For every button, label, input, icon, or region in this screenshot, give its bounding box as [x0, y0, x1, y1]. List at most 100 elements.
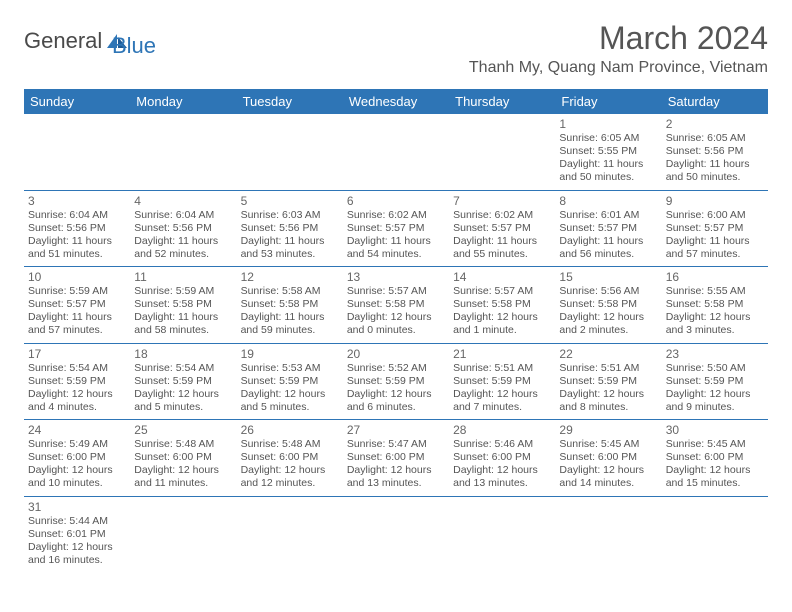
daylight-text: and 8 minutes.: [559, 401, 657, 414]
sunrise-text: Sunrise: 5:50 AM: [666, 362, 764, 375]
sunrise-text: Sunrise: 6:00 AM: [666, 209, 764, 222]
daylight-text: and 1 minute.: [453, 324, 551, 337]
sunset-text: Sunset: 5:59 PM: [347, 375, 445, 388]
calendar-day-cell: 19Sunrise: 5:53 AMSunset: 5:59 PMDayligh…: [237, 343, 343, 420]
calendar-day-cell: [449, 114, 555, 190]
sunrise-text: Sunrise: 6:05 AM: [666, 132, 764, 145]
day-header: Wednesday: [343, 89, 449, 114]
daylight-text: and 50 minutes.: [666, 171, 764, 184]
daylight-text: and 5 minutes.: [134, 401, 232, 414]
sunset-text: Sunset: 5:58 PM: [134, 298, 232, 311]
daylight-text: and 51 minutes.: [28, 248, 126, 261]
day-header: Friday: [555, 89, 661, 114]
calendar-day-cell: 5Sunrise: 6:03 AMSunset: 5:56 PMDaylight…: [237, 190, 343, 267]
calendar-week-row: 10Sunrise: 5:59 AMSunset: 5:57 PMDayligh…: [24, 267, 768, 344]
calendar-week-row: 17Sunrise: 5:54 AMSunset: 5:59 PMDayligh…: [24, 343, 768, 420]
calendar-day-cell: 28Sunrise: 5:46 AMSunset: 6:00 PMDayligh…: [449, 420, 555, 497]
sunrise-text: Sunrise: 5:56 AM: [559, 285, 657, 298]
calendar-day-cell: 25Sunrise: 5:48 AMSunset: 6:00 PMDayligh…: [130, 420, 236, 497]
calendar-day-cell: [343, 496, 449, 572]
calendar-day-cell: [343, 114, 449, 190]
sunset-text: Sunset: 5:58 PM: [347, 298, 445, 311]
sunrise-text: Sunrise: 5:57 AM: [347, 285, 445, 298]
calendar-day-cell: 4Sunrise: 6:04 AMSunset: 5:56 PMDaylight…: [130, 190, 236, 267]
daylight-text: Daylight: 11 hours: [453, 235, 551, 248]
logo-text-general: General: [24, 28, 102, 54]
sunrise-text: Sunrise: 5:57 AM: [453, 285, 551, 298]
daylight-text: Daylight: 12 hours: [666, 311, 764, 324]
calendar-day-cell: [237, 114, 343, 190]
day-number: 23: [666, 347, 764, 361]
calendar-day-cell: 12Sunrise: 5:58 AMSunset: 5:58 PMDayligh…: [237, 267, 343, 344]
sunset-text: Sunset: 5:57 PM: [559, 222, 657, 235]
daylight-text: Daylight: 11 hours: [28, 311, 126, 324]
day-number: 28: [453, 423, 551, 437]
calendar-week-row: 31Sunrise: 5:44 AMSunset: 6:01 PMDayligh…: [24, 496, 768, 572]
sunset-text: Sunset: 5:59 PM: [134, 375, 232, 388]
daylight-text: Daylight: 12 hours: [347, 388, 445, 401]
calendar-day-cell: [130, 496, 236, 572]
day-number: 17: [28, 347, 126, 361]
daylight-text: Daylight: 12 hours: [347, 311, 445, 324]
day-number: 13: [347, 270, 445, 284]
sunrise-text: Sunrise: 5:59 AM: [28, 285, 126, 298]
daylight-text: and 13 minutes.: [453, 477, 551, 490]
calendar-day-cell: [24, 114, 130, 190]
day-number: 11: [134, 270, 232, 284]
sunrise-text: Sunrise: 5:46 AM: [453, 438, 551, 451]
daylight-text: and 16 minutes.: [28, 554, 126, 567]
daylight-text: and 0 minutes.: [347, 324, 445, 337]
daylight-text: Daylight: 12 hours: [453, 388, 551, 401]
daylight-text: Daylight: 12 hours: [453, 311, 551, 324]
calendar-week-row: 24Sunrise: 5:49 AMSunset: 6:00 PMDayligh…: [24, 420, 768, 497]
sunset-text: Sunset: 5:58 PM: [666, 298, 764, 311]
sunset-text: Sunset: 6:00 PM: [559, 451, 657, 464]
daylight-text: and 14 minutes.: [559, 477, 657, 490]
day-number: 9: [666, 194, 764, 208]
day-header: Sunday: [24, 89, 130, 114]
day-header: Thursday: [449, 89, 555, 114]
calendar-day-cell: 10Sunrise: 5:59 AMSunset: 5:57 PMDayligh…: [24, 267, 130, 344]
calendar-day-cell: 13Sunrise: 5:57 AMSunset: 5:58 PMDayligh…: [343, 267, 449, 344]
calendar-day-cell: 17Sunrise: 5:54 AMSunset: 5:59 PMDayligh…: [24, 343, 130, 420]
daylight-text: Daylight: 11 hours: [666, 235, 764, 248]
daylight-text: and 4 minutes.: [28, 401, 126, 414]
sunrise-text: Sunrise: 6:05 AM: [559, 132, 657, 145]
sunrise-text: Sunrise: 5:54 AM: [134, 362, 232, 375]
sunrise-text: Sunrise: 5:58 AM: [241, 285, 339, 298]
sunrise-text: Sunrise: 5:55 AM: [666, 285, 764, 298]
daylight-text: and 58 minutes.: [134, 324, 232, 337]
day-number: 19: [241, 347, 339, 361]
daylight-text: and 53 minutes.: [241, 248, 339, 261]
day-number: 16: [666, 270, 764, 284]
calendar-day-cell: [662, 496, 768, 572]
sunrise-text: Sunrise: 5:48 AM: [134, 438, 232, 451]
sunset-text: Sunset: 5:57 PM: [666, 222, 764, 235]
calendar-table: Sunday Monday Tuesday Wednesday Thursday…: [24, 89, 768, 572]
calendar-day-cell: 11Sunrise: 5:59 AMSunset: 5:58 PMDayligh…: [130, 267, 236, 344]
calendar-day-cell: [555, 496, 661, 572]
sunset-text: Sunset: 5:58 PM: [559, 298, 657, 311]
calendar-day-cell: 29Sunrise: 5:45 AMSunset: 6:00 PMDayligh…: [555, 420, 661, 497]
sunset-text: Sunset: 5:56 PM: [241, 222, 339, 235]
daylight-text: Daylight: 12 hours: [559, 464, 657, 477]
day-number: 10: [28, 270, 126, 284]
daylight-text: and 9 minutes.: [666, 401, 764, 414]
sunset-text: Sunset: 5:59 PM: [453, 375, 551, 388]
daylight-text: and 6 minutes.: [347, 401, 445, 414]
calendar-day-cell: 7Sunrise: 6:02 AMSunset: 5:57 PMDaylight…: [449, 190, 555, 267]
day-number: 8: [559, 194, 657, 208]
sunset-text: Sunset: 5:57 PM: [347, 222, 445, 235]
sunset-text: Sunset: 5:56 PM: [134, 222, 232, 235]
daylight-text: and 12 minutes.: [241, 477, 339, 490]
logo-text-blue-visible: Blue: [112, 33, 156, 58]
sunrise-text: Sunrise: 5:51 AM: [453, 362, 551, 375]
day-header-row: Sunday Monday Tuesday Wednesday Thursday…: [24, 89, 768, 114]
sunrise-text: Sunrise: 5:48 AM: [241, 438, 339, 451]
daylight-text: and 15 minutes.: [666, 477, 764, 490]
calendar-day-cell: 24Sunrise: 5:49 AMSunset: 6:00 PMDayligh…: [24, 420, 130, 497]
calendar-day-cell: 14Sunrise: 5:57 AMSunset: 5:58 PMDayligh…: [449, 267, 555, 344]
sunset-text: Sunset: 5:59 PM: [559, 375, 657, 388]
title-block: March 2024 Thanh My, Quang Nam Province,…: [469, 20, 768, 77]
calendar-day-cell: 20Sunrise: 5:52 AMSunset: 5:59 PMDayligh…: [343, 343, 449, 420]
